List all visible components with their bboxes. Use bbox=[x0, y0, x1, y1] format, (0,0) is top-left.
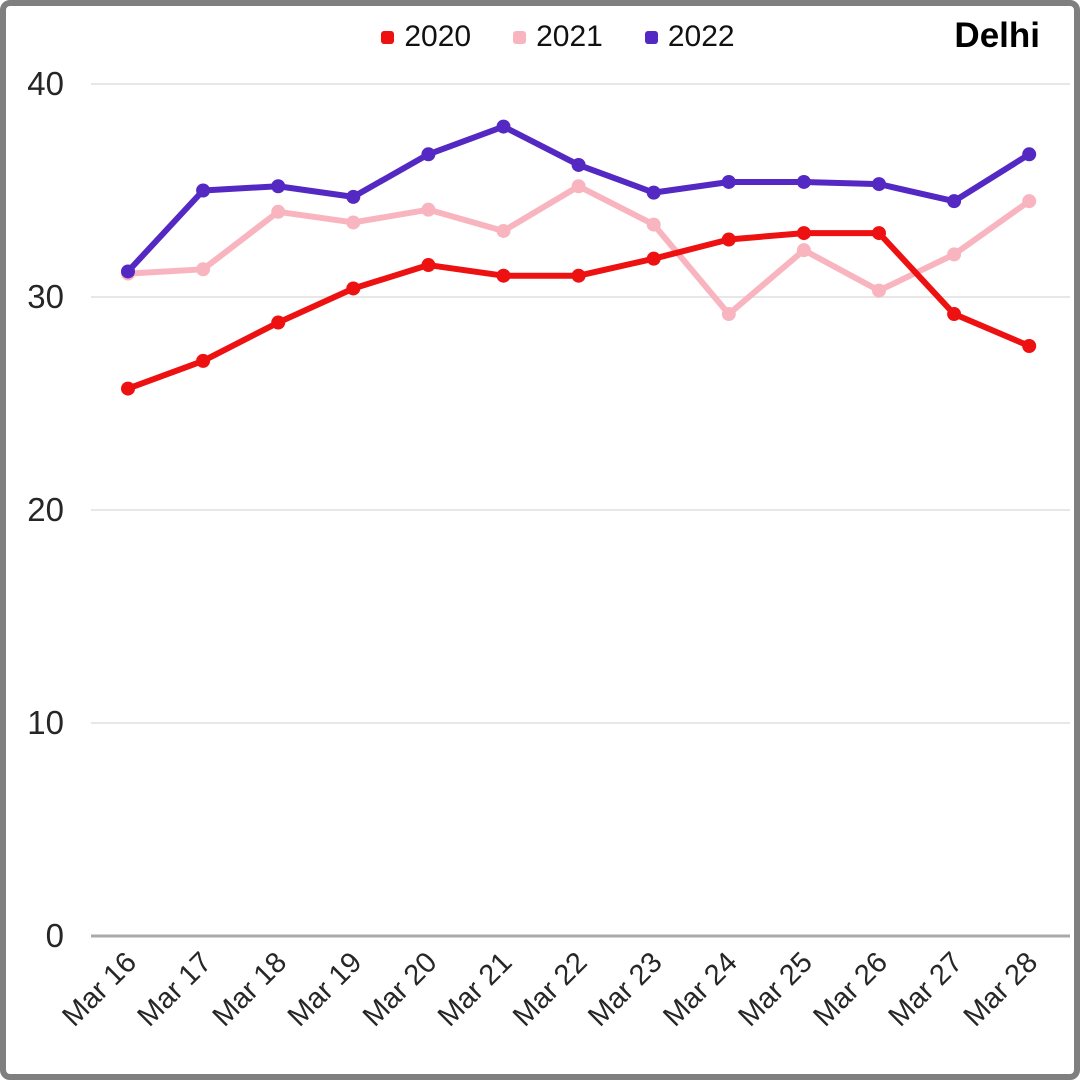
data-point-2021-mar-24 bbox=[721, 307, 736, 322]
data-point-2021-mar-17 bbox=[196, 262, 211, 277]
data-point-2021-mar-19 bbox=[346, 215, 361, 230]
data-point-2021-mar-25 bbox=[796, 243, 811, 258]
x-tick-label-mar-18: Mar 18 bbox=[207, 946, 293, 1032]
y-tick-label-10: 10 bbox=[27, 704, 64, 741]
data-point-2022-mar-20 bbox=[421, 147, 436, 162]
data-point-2020-mar-23 bbox=[646, 251, 661, 266]
x-tick-label-mar-16: Mar 16 bbox=[56, 946, 142, 1032]
data-point-2022-mar-18 bbox=[271, 179, 286, 194]
data-point-2020-mar-24 bbox=[721, 232, 736, 247]
data-point-2020-mar-19 bbox=[346, 281, 361, 296]
data-point-2020-mar-22 bbox=[571, 268, 586, 283]
x-tick-label-mar-20: Mar 20 bbox=[357, 946, 443, 1032]
data-point-2022-mar-19 bbox=[346, 189, 361, 204]
chart-title: Delhi bbox=[954, 16, 1040, 55]
x-tick-label-mar-22: Mar 22 bbox=[507, 946, 593, 1032]
x-tick-label-mar-26: Mar 26 bbox=[807, 946, 893, 1032]
data-point-2021-mar-23 bbox=[646, 217, 661, 232]
grid-lines bbox=[91, 83, 1070, 938]
x-tick-label-mar-27: Mar 27 bbox=[883, 946, 969, 1032]
y-tick-label-20: 20 bbox=[27, 491, 64, 528]
data-point-2022-mar-28 bbox=[1022, 147, 1037, 162]
data-point-2020-mar-17 bbox=[196, 353, 211, 368]
x-tick-label-mar-28: Mar 28 bbox=[958, 946, 1044, 1032]
data-point-2022-mar-23 bbox=[646, 185, 661, 200]
y-tick-label-0: 0 bbox=[46, 917, 64, 954]
y-tick-label-30: 30 bbox=[27, 278, 64, 315]
data-point-2022-mar-26 bbox=[872, 177, 886, 192]
data-point-2022-mar-21 bbox=[496, 119, 511, 134]
data-point-2021-mar-28 bbox=[1022, 194, 1037, 209]
series-2022 bbox=[121, 119, 1037, 279]
data-point-2020-mar-28 bbox=[1022, 338, 1037, 353]
data-point-2021-mar-20 bbox=[421, 202, 436, 217]
y-axis-labels: 0 10 20 30 40 bbox=[27, 65, 64, 954]
data-point-2022-mar-25 bbox=[796, 174, 811, 189]
data-point-2022-mar-22 bbox=[571, 157, 586, 172]
data-point-2022-mar-24 bbox=[721, 174, 736, 189]
data-point-2021-mar-18 bbox=[271, 204, 286, 219]
data-point-2020-mar-25 bbox=[796, 226, 811, 241]
x-tick-label-mar-23: Mar 23 bbox=[582, 946, 668, 1032]
data-point-2020-mar-27 bbox=[947, 307, 962, 322]
data-point-2021-mar-22 bbox=[571, 179, 586, 194]
x-tick-label-mar-24: Mar 24 bbox=[657, 946, 743, 1032]
x-tick-label-mar-25: Mar 25 bbox=[732, 946, 818, 1032]
data-point-2020-mar-18 bbox=[271, 315, 286, 330]
series-2020 bbox=[121, 226, 1037, 396]
data-point-2021-mar-21 bbox=[496, 223, 511, 238]
data-point-2020-mar-20 bbox=[421, 258, 436, 273]
data-point-2022-mar-17 bbox=[196, 183, 211, 198]
data-point-2021-mar-26 bbox=[872, 283, 886, 298]
data-point-2020-mar-16 bbox=[121, 381, 135, 396]
data-point-2022-mar-16 bbox=[121, 264, 135, 279]
data-point-2020-mar-26 bbox=[872, 226, 886, 241]
data-point-2020-mar-21 bbox=[496, 268, 511, 283]
series-2021 bbox=[121, 179, 1037, 322]
data-point-2021-mar-27 bbox=[947, 247, 962, 262]
data-point-2022-mar-27 bbox=[947, 194, 962, 209]
x-tick-label-mar-17: Mar 17 bbox=[132, 946, 218, 1032]
series-line-2020 bbox=[125, 230, 1033, 392]
x-tick-label-mar-21: Mar 21 bbox=[432, 946, 518, 1032]
y-tick-label-40: 40 bbox=[27, 65, 64, 102]
x-tick-label-mar-19: Mar 19 bbox=[282, 946, 368, 1032]
